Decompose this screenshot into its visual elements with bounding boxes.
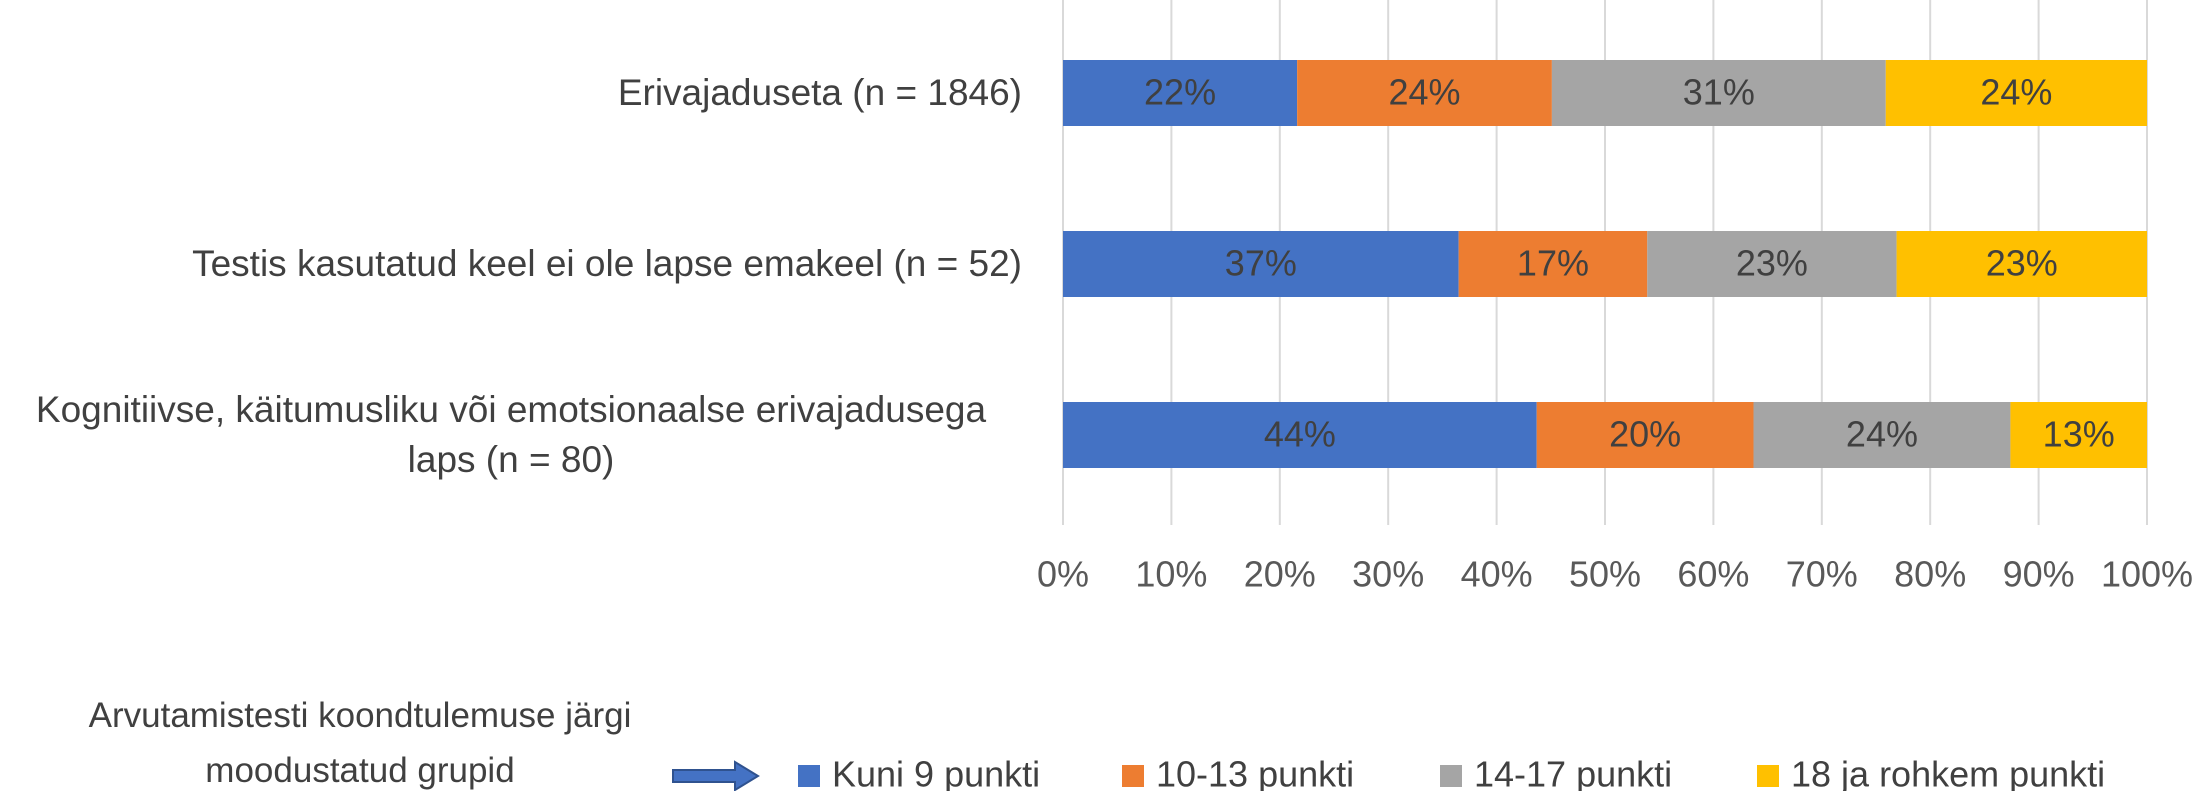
category-label: Testis kasutatud keel ei ole lapse emake…: [192, 209, 1022, 319]
data-label: 17%: [1517, 243, 1589, 284]
x-tick-label: 60%: [1677, 554, 1749, 595]
bar-segment: [1536, 402, 1754, 468]
data-label: 37%: [1225, 243, 1297, 284]
legend-label: Kuni 9 punkti: [832, 754, 1040, 791]
legend-label: 14-17 punkti: [1474, 754, 1672, 791]
x-tick-label: 90%: [2003, 554, 2075, 595]
legend-swatch: [1757, 765, 1779, 787]
x-tick-label: 80%: [1894, 554, 1966, 595]
bar-segment: [1753, 402, 2011, 468]
x-tick-label: 10%: [1135, 554, 1207, 595]
bar-segment: [1885, 60, 2147, 126]
legend-swatch: [1122, 765, 1144, 787]
data-label: 31%: [1683, 72, 1755, 113]
bar-segment: [1063, 60, 1298, 126]
category-label: Kognitiivse, käitumusliku või emotsionaa…: [0, 380, 1022, 490]
bar-segment: [1458, 231, 1648, 297]
data-label: 24%: [1388, 72, 1460, 113]
category-text: Testis kasutatud keel ei ole lapse emake…: [192, 243, 1022, 284]
legend-swatch: [798, 765, 820, 787]
x-tick-label: 50%: [1569, 554, 1641, 595]
legend-label: 18 ja rohkem punkti: [1791, 754, 2105, 791]
bar-segment: [1647, 231, 1897, 297]
data-label: 13%: [2043, 414, 2115, 455]
bar-segment: [1896, 231, 2147, 297]
legend-label: 10-13 punkti: [1156, 754, 1354, 791]
bar-segment: [1063, 402, 1537, 468]
x-tick-label: 0%: [1037, 554, 1089, 595]
legend-swatch: [1440, 765, 1462, 787]
bar-segment: [1297, 60, 1552, 126]
data-label: 24%: [1980, 72, 2052, 113]
category-text: Kognitiivse, käitumusliku või emotsionaa…: [35, 389, 987, 480]
bar-segment: [1551, 60, 1886, 126]
category-label: Erivajaduseta (n = 1846): [618, 38, 1022, 148]
legend-arrow: [672, 760, 760, 791]
x-tick-label: 30%: [1352, 554, 1424, 595]
x-tick-label: 70%: [1786, 554, 1858, 595]
data-label: 20%: [1609, 414, 1681, 455]
x-tick-label: 20%: [1244, 554, 1316, 595]
legend-title: Arvutamistesti koondtulemuse järgi moodu…: [88, 696, 632, 790]
data-label: 22%: [1144, 72, 1216, 113]
bar-segment: [2010, 402, 2147, 468]
x-tick-label: 100%: [2101, 554, 2193, 595]
category-text: Erivajaduseta (n = 1846): [617, 72, 1022, 113]
data-label: 23%: [1986, 243, 2058, 284]
data-label: 23%: [1736, 243, 1808, 284]
data-label: 24%: [1846, 414, 1918, 455]
data-label: 44%: [1264, 414, 1336, 455]
x-tick-label: 40%: [1461, 554, 1533, 595]
bar-segment: [1063, 231, 1459, 297]
